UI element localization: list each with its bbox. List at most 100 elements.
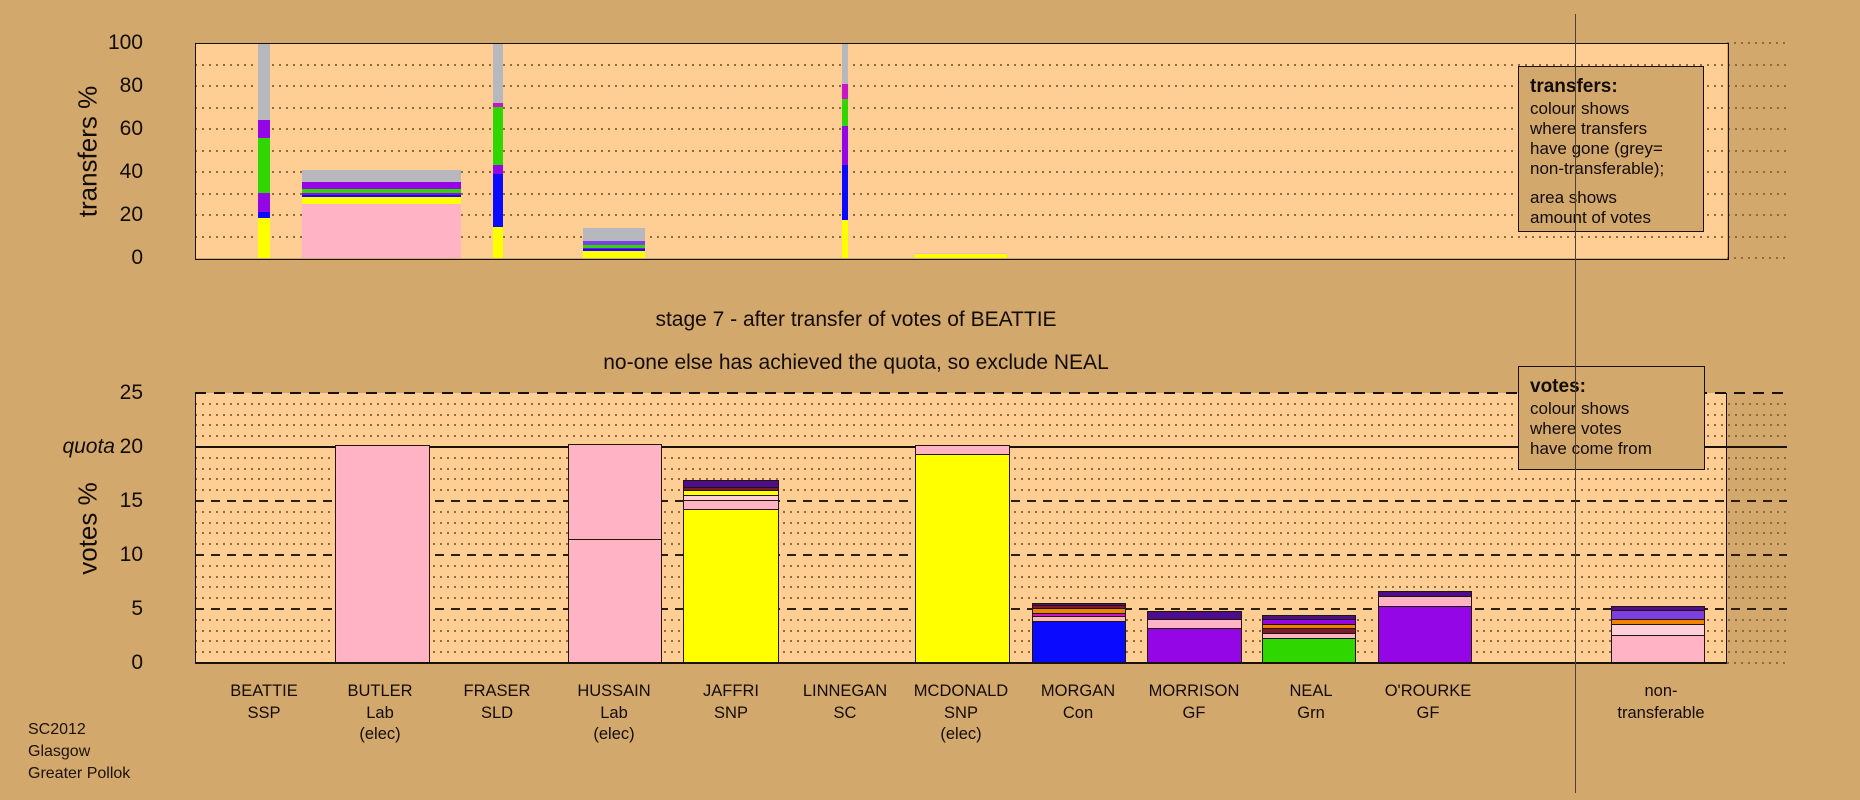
votes-bar-segment-purple bbox=[1379, 605, 1471, 662]
footer-ward: Greater Pollok bbox=[28, 765, 131, 782]
votes-bar-JAFFRI bbox=[683, 479, 779, 663]
category-label-line: MORGAN bbox=[1040, 682, 1116, 700]
votes-bar-segment-pink bbox=[1147, 618, 1241, 628]
votes-bar-segment-maroon bbox=[1263, 628, 1355, 634]
votes-axis-left bbox=[195, 393, 196, 663]
transfers-legend-line: colour shows bbox=[1530, 99, 1630, 118]
votes-ytick-15: 15 bbox=[119, 489, 143, 512]
transfers-bar-HUSSAIN bbox=[583, 227, 645, 258]
footer-election-code: SC2012 bbox=[28, 721, 86, 738]
footer-city: Glasgow bbox=[28, 743, 91, 760]
category-label-line: FRASER bbox=[463, 682, 531, 700]
votes-bar-segment-indigo bbox=[684, 480, 778, 487]
transfers-y-axis-title: transfers % bbox=[72, 85, 103, 217]
votes-bar-segment-pink bbox=[569, 445, 661, 539]
transfers-bar-segment-purple bbox=[258, 193, 270, 212]
votes-bar-MORRISON bbox=[1146, 610, 1242, 663]
category-label-line: SLD bbox=[480, 703, 514, 722]
transfers-bar-segment-grey bbox=[583, 227, 645, 241]
category-label-line: BEATTIE bbox=[230, 682, 298, 700]
transfers-bar-segment-grey bbox=[493, 43, 503, 103]
votes-bar-MORGAN bbox=[1032, 602, 1126, 663]
transfers-bar-segment-blue bbox=[493, 174, 503, 227]
category-label-line: Lab bbox=[366, 703, 394, 722]
transfers-bar-BUTLER bbox=[301, 169, 461, 258]
transfers-bar-segment-pink bbox=[301, 204, 461, 258]
votes-gridline-21 bbox=[195, 435, 1787, 438]
transfers-bar-segment-green bbox=[842, 98, 848, 127]
votes-bar-segment-green bbox=[1263, 638, 1355, 662]
votes-ytick-20: 20 bbox=[119, 435, 143, 458]
transfers-gridline-40 bbox=[195, 171, 1787, 173]
transfers-gridline-stub-0 bbox=[1727, 257, 1787, 259]
transfers-bar-segment-purple bbox=[842, 126, 848, 166]
votes-bar-segment-pink2 bbox=[684, 494, 778, 501]
transfers-ytick-20: 20 bbox=[119, 203, 143, 226]
category-label-line: Grn bbox=[1297, 703, 1325, 722]
votes-bar-segment-maroon bbox=[1033, 605, 1125, 609]
transfers-ytick-100: 100 bbox=[107, 31, 143, 54]
transfers-gridline-80 bbox=[195, 85, 1787, 87]
votes-gridline-22 bbox=[195, 424, 1787, 427]
votes-bar-segment-maroon bbox=[684, 486, 778, 491]
votes-bar-segment-indigo bbox=[1147, 611, 1241, 619]
transfers-bar-segment-green bbox=[301, 189, 461, 194]
category-label-line: GF bbox=[1182, 703, 1206, 722]
category-label-FRASER: FRASER SLD bbox=[407, 681, 587, 724]
transfers-legend-line: amount of votes bbox=[1530, 208, 1651, 227]
category-label-line: HUSSAIN bbox=[577, 682, 651, 700]
transfers-legend-title: transfers: bbox=[1530, 76, 1618, 97]
category-label-line: SC bbox=[833, 703, 857, 722]
votes-bar-segment-magenta bbox=[1033, 612, 1125, 616]
transfers-bar-segment-grey bbox=[842, 43, 848, 84]
transfers-bar-segment-violet bbox=[583, 240, 645, 245]
votes-bar-HUSSAIN bbox=[568, 444, 662, 663]
category-label-line: SNP bbox=[714, 703, 748, 722]
votes-bar-segment-orange bbox=[1263, 624, 1355, 629]
votes-bar-non-transferable bbox=[1611, 606, 1705, 663]
category-label-NEAL: NEAL Grn bbox=[1221, 681, 1401, 724]
votes-bar-BUTLER bbox=[334, 445, 430, 663]
category-label-line: non- bbox=[1644, 682, 1678, 700]
votes-y-axis-title: votes % bbox=[72, 482, 103, 575]
transfers-bar-LINNEGAN bbox=[842, 43, 848, 258]
transfers-ytick-60: 60 bbox=[119, 117, 143, 140]
transfers-gridline-20 bbox=[195, 214, 1787, 216]
category-label-O'ROURKE: O'ROURKE GF bbox=[1338, 681, 1518, 724]
votes-gridline-23 bbox=[195, 413, 1787, 416]
transfers-bar-segment-magenta bbox=[493, 102, 503, 108]
votes-bar-segment-indigo bbox=[1263, 616, 1355, 619]
votes-gridline-24 bbox=[195, 402, 1787, 405]
transfers-bar-segment-grey bbox=[301, 169, 461, 183]
category-label-MORRISON: MORRISON GF bbox=[1104, 681, 1284, 724]
transfers-legend-line: non-transferable); bbox=[1530, 159, 1665, 178]
transfers-ytick-0: 0 bbox=[131, 246, 143, 269]
votes-bar-segment-yellow bbox=[684, 490, 778, 495]
votes-bar-segment-pink bbox=[1263, 633, 1355, 639]
category-label-line: LINNEGAN bbox=[802, 682, 888, 700]
transfers-gridline-90 bbox=[195, 63, 1787, 66]
category-label-line: GF bbox=[1416, 703, 1440, 722]
votes-bar-segment-purple bbox=[1263, 618, 1355, 625]
category-label-line: Con bbox=[1062, 703, 1094, 722]
category-label-line: MCDONALD bbox=[913, 682, 1009, 700]
transfers-bar-segment-pink bbox=[915, 252, 1007, 254]
category-label-line: (elec) bbox=[359, 725, 401, 743]
transfers-bar-segment-green bbox=[583, 244, 645, 248]
votes-bar-O'ROURKE bbox=[1378, 590, 1472, 663]
category-label-line: JAFFRI bbox=[703, 682, 759, 700]
votes-axis-right bbox=[1726, 393, 1727, 663]
transfers-gridline-10 bbox=[195, 235, 1787, 238]
transfers-gridline-60 bbox=[195, 128, 1787, 130]
votes-dashed-gridline-25 bbox=[195, 392, 1787, 394]
votes-bar-segment-purple bbox=[1147, 627, 1241, 662]
category-label-line: NEAL bbox=[1289, 682, 1333, 700]
votes-bar-segment-indigo bbox=[1379, 591, 1471, 596]
category-label-MCDONALD: MCDONALD SNP (elec) bbox=[871, 681, 1051, 746]
category-label-HUSSAIN: HUSSAIN Lab (elec) bbox=[524, 681, 704, 746]
votes-gridline-stub-0 bbox=[1727, 662, 1787, 664]
transfers-gridline-30 bbox=[195, 192, 1787, 195]
category-label-line: BUTLER bbox=[347, 682, 413, 700]
category-label-line: SSP bbox=[247, 703, 281, 722]
